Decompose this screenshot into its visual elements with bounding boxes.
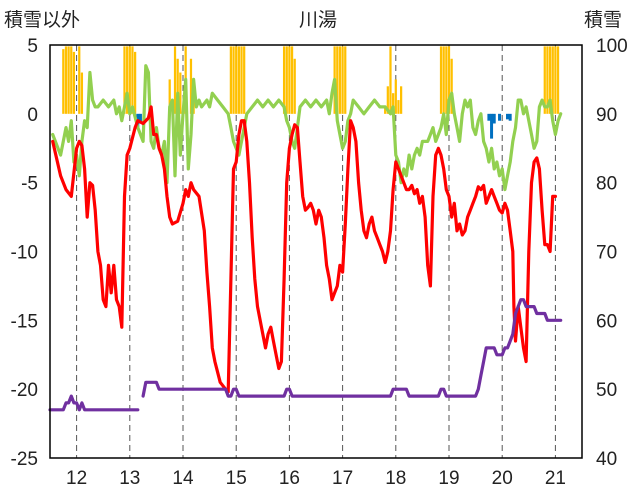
snowfall-bar	[442, 46, 445, 114]
snowfall-bar	[288, 46, 291, 114]
precipitation-bar	[490, 113, 494, 139]
snowfall-bar	[70, 46, 73, 114]
left-tick-label: 0	[27, 105, 38, 126]
left-tick-label: -20	[11, 380, 38, 401]
temperature-line	[51, 64, 563, 192]
snowfall-bar	[293, 58, 296, 114]
snowfall-bar	[556, 46, 560, 114]
x-tick-label: 18	[385, 468, 406, 489]
left-tick-label: -10	[11, 243, 38, 264]
snowfall-bar	[78, 46, 81, 114]
right-tick-label: 100	[596, 36, 628, 57]
x-tick-label: 15	[226, 468, 247, 489]
snowfall-bar	[546, 46, 549, 114]
x-axis-ticks: 12 13 14 15 16 17 18 19 20 21	[66, 468, 566, 489]
snowfall-bar	[543, 46, 546, 114]
snowfall-bar	[392, 93, 395, 114]
snowfall-bar	[397, 100, 400, 114]
snowfall-bar	[240, 46, 243, 114]
snowfall-bar	[400, 86, 403, 114]
snowfall-bar	[445, 46, 448, 114]
snowfall-bar	[235, 46, 238, 114]
snowfall-bar	[243, 46, 246, 114]
snow-depth-line	[48, 394, 140, 412]
snowfall-bar	[72, 51, 76, 114]
x-tick-label: 12	[66, 468, 87, 489]
left-tick-label: 5	[27, 36, 38, 57]
right-tick-label: 80	[596, 174, 617, 195]
snowfall-bar	[134, 51, 137, 114]
snowfall-bar	[290, 46, 294, 114]
snowfall-bar	[237, 46, 240, 114]
left-tick-label: -25	[11, 449, 38, 470]
snowfall-bar	[338, 46, 342, 114]
right-tick-label: 40	[596, 449, 617, 470]
series-lines	[48, 64, 563, 412]
snowfall-bar	[551, 46, 554, 114]
plot-frame	[49, 44, 583, 459]
precipitation-bar	[498, 113, 502, 121]
snowfall-bar	[80, 72, 84, 114]
precipitation-bar	[508, 113, 512, 121]
precipitation-bar	[492, 113, 496, 124]
snowfall-bar	[176, 58, 179, 114]
x-tick-label: 14	[172, 468, 194, 489]
snowfall-bar	[285, 46, 288, 114]
snowfall-bar	[67, 46, 70, 114]
snowfall-bar	[386, 86, 389, 114]
snowfall-bar	[123, 46, 126, 114]
snowfall-bar	[131, 46, 134, 114]
snowfall-bar	[554, 46, 557, 114]
snowfall-bar	[189, 58, 193, 114]
snowfall-bar	[344, 46, 347, 114]
snowfall-bar	[64, 46, 68, 114]
snowfall-bar	[179, 72, 182, 114]
snowfall-bar	[126, 46, 129, 114]
snowfall-bar	[168, 79, 171, 114]
snowfall-bar	[229, 46, 232, 114]
x-tick-label: 21	[545, 468, 566, 489]
x-tick-label: 16	[279, 468, 300, 489]
right-axis-ticks: 100 90 80 70 60 50 40	[596, 36, 628, 470]
snowfall-bar	[62, 49, 65, 114]
precipitation-bar	[487, 113, 491, 121]
x-tick-label: 13	[119, 468, 140, 489]
right-tick-label: 70	[596, 243, 617, 264]
snowfall-bar	[394, 79, 397, 114]
snowfall-bar	[173, 46, 177, 114]
snowfall-bar	[548, 46, 552, 114]
left-tick-label: -5	[21, 174, 38, 195]
right-axis-label: 積雪	[584, 9, 622, 31]
humidity-line	[51, 105, 558, 394]
right-tick-label: 90	[596, 105, 617, 126]
snowfall-bar	[450, 58, 453, 114]
chart-title: 川湯	[299, 9, 337, 31]
x-tick-label: 20	[492, 468, 513, 489]
right-tick-label: 60	[596, 311, 617, 332]
snowfall-bar	[439, 46, 443, 114]
left-tick-label: -15	[11, 311, 38, 332]
left-axis-label: 積雪以外	[4, 9, 80, 31]
precipitation-bar	[506, 113, 510, 120]
snowfall-bar	[341, 46, 344, 114]
precipitation-bar	[138, 113, 142, 124]
snowfall-bar	[232, 46, 235, 114]
snowfall-bar	[336, 46, 339, 114]
snowfall-bar	[384, 106, 387, 114]
snowfall-bar	[447, 46, 451, 114]
snowfall-bar	[389, 46, 392, 114]
right-tick-label: 50	[596, 380, 617, 401]
snow-depth-line	[141, 298, 563, 398]
x-tick-label: 19	[438, 468, 459, 489]
snowfall-bar	[128, 46, 131, 114]
snowfall-bar	[282, 46, 286, 114]
x-tick-label: 17	[332, 468, 353, 489]
left-axis-ticks: 5 0 -5 -10 -15 -20 -25	[11, 36, 38, 470]
